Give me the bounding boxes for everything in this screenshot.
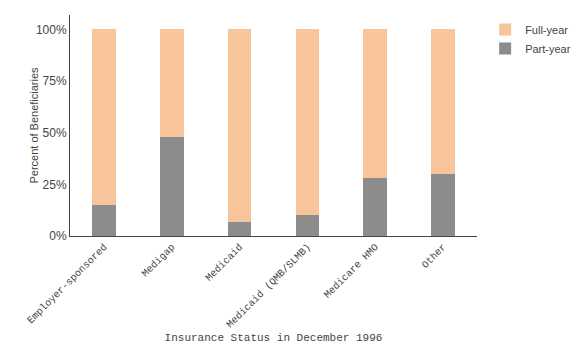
svg-text:25%: 25%	[43, 178, 67, 192]
svg-text:Full-year: Full-year	[525, 24, 568, 36]
svg-text:50%: 50%	[43, 126, 67, 140]
svg-text:75%: 75%	[43, 74, 67, 88]
svg-text:Medicare HMO: Medicare HMO	[322, 242, 381, 301]
svg-text:0%: 0%	[49, 229, 67, 243]
svg-text:Medicaid (QMB/SLMB): Medicaid (QMB/SLMB)	[225, 242, 313, 330]
svg-text:Part-year: Part-year	[525, 43, 571, 55]
svg-text:Employer-sponsored: Employer-sponsored	[25, 242, 109, 326]
svg-text:Medicaid: Medicaid	[204, 242, 246, 284]
svg-text:Percent of Beneficiaries: Percent of Beneficiaries	[28, 67, 40, 184]
svg-text:Insurance Status in December 1: Insurance Status in December 1996	[165, 332, 383, 344]
svg-text:Other: Other	[420, 242, 449, 271]
svg-text:100%: 100%	[36, 23, 67, 37]
svg-text:Medigap: Medigap	[140, 242, 177, 279]
